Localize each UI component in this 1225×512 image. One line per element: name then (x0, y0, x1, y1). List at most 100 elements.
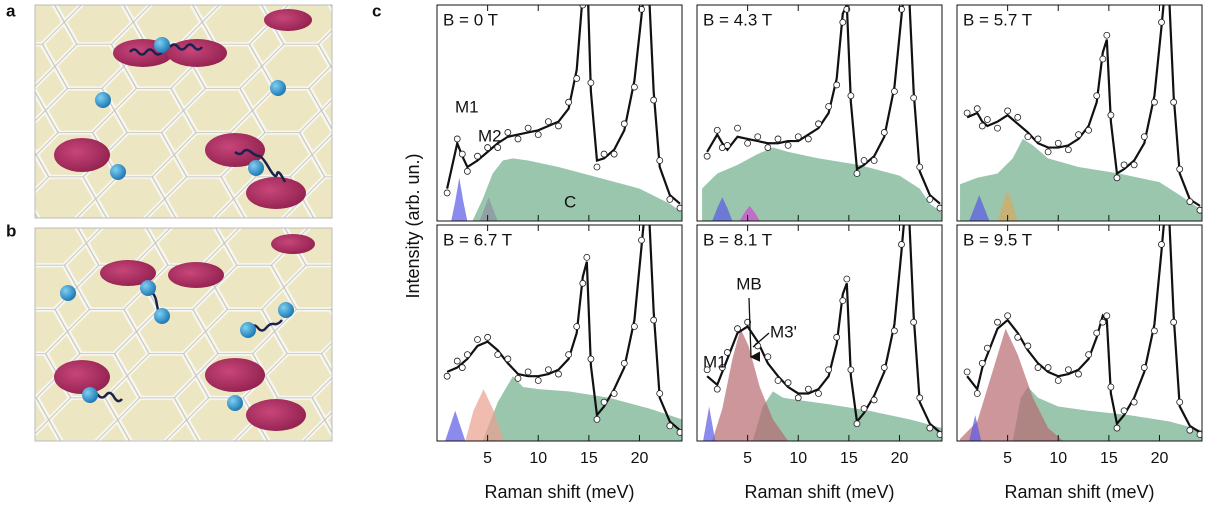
data-point (839, 297, 847, 305)
data-point (565, 351, 573, 359)
data-point (703, 366, 711, 374)
x-tick-label: 20 (631, 450, 649, 467)
data-point (847, 92, 855, 100)
data-point (847, 366, 855, 374)
x-tick-label: 20 (891, 450, 909, 467)
data-point (453, 357, 461, 365)
data-point (774, 135, 782, 143)
data-point (815, 390, 822, 397)
data-point (794, 394, 802, 402)
fit-line (706, 5, 941, 205)
data-point (1140, 133, 1148, 141)
data-point (1140, 364, 1148, 371)
data-point (1044, 148, 1052, 156)
data-point (825, 103, 833, 110)
data-point (555, 122, 562, 130)
data-point (565, 98, 573, 106)
plot-area (960, 225, 1202, 441)
data-point (916, 163, 924, 171)
data-point (1186, 198, 1194, 205)
data-point (853, 170, 861, 177)
data-point (891, 88, 898, 95)
data-point (1113, 424, 1121, 432)
panel-label: b (6, 221, 16, 240)
fit-line (966, 5, 1201, 207)
data-point (1103, 31, 1111, 39)
data-point (1093, 92, 1101, 100)
data-point (1103, 312, 1111, 320)
data-point (963, 368, 971, 376)
data-point (983, 344, 991, 352)
panel-title: B = 4.3 T (703, 10, 772, 29)
data-point (514, 135, 522, 143)
data-point (1113, 174, 1121, 182)
component-area (1012, 387, 1202, 441)
data-point (898, 5, 905, 13)
x-tick-label: 20 (1151, 450, 1169, 467)
data-point (494, 351, 502, 359)
data-point (1158, 241, 1165, 248)
data-point (880, 364, 888, 371)
component-area (445, 410, 466, 441)
data-point (666, 422, 674, 430)
data-point (784, 141, 792, 149)
component-label: C (564, 192, 576, 211)
data-point (1176, 398, 1184, 406)
component-area (960, 138, 1202, 221)
data-point (926, 195, 934, 203)
data-point (638, 5, 645, 13)
annotation: M3' (770, 322, 797, 341)
data-point (593, 415, 601, 423)
data-point (573, 75, 581, 82)
data-point (610, 150, 618, 158)
data-point (656, 157, 664, 164)
data-point (926, 424, 934, 432)
data-point (825, 366, 833, 374)
data-point (1196, 206, 1202, 214)
data-point (1107, 111, 1115, 119)
chart-panel: 5 10 15 20 B = 9.5 T Raman shift (meV) (956, 224, 1203, 502)
component-label: MB (736, 274, 762, 293)
data-point (916, 394, 924, 402)
data-point (1014, 333, 1022, 341)
data-point (453, 135, 461, 143)
component-area (482, 376, 682, 441)
data-point (1004, 107, 1012, 115)
panel-title: B = 8.1 T (703, 230, 772, 249)
x-tick-label: 15 (840, 450, 858, 467)
fit-line (966, 225, 1201, 434)
data-point (1034, 135, 1042, 143)
y-axis-label: Intensity (arb. un.) (403, 153, 423, 298)
annotation-arrow (748, 297, 761, 362)
data-point (1044, 364, 1052, 371)
data-point (1085, 126, 1093, 134)
component-area (960, 328, 1064, 441)
component-label: M1 (703, 352, 727, 371)
fit-line (446, 5, 681, 205)
data-point (1075, 370, 1082, 378)
panel-label: a (6, 1, 16, 20)
plot-area (702, 5, 942, 221)
data-point (1170, 98, 1178, 106)
data-point (593, 163, 601, 171)
data-point (978, 359, 986, 367)
data-point (620, 120, 628, 128)
data-point (723, 141, 731, 149)
data-point (1085, 351, 1093, 359)
data-point (1075, 131, 1082, 139)
data-point (843, 275, 851, 283)
fit-line (706, 225, 941, 434)
x-tick-label: 5 (483, 450, 492, 467)
data-point (1176, 165, 1184, 173)
x-tick-label: 5 (743, 450, 752, 467)
data-point (1099, 318, 1107, 326)
plot-area (703, 225, 942, 441)
data-point (1093, 329, 1101, 337)
x-tick-label: 10 (1049, 450, 1067, 467)
x-axis-label: Raman shift (meV) (1004, 482, 1154, 502)
data-point (718, 364, 726, 371)
data-point (544, 118, 552, 126)
data-point (494, 144, 502, 151)
component-label: M2 (478, 126, 502, 145)
data-point (656, 390, 664, 397)
